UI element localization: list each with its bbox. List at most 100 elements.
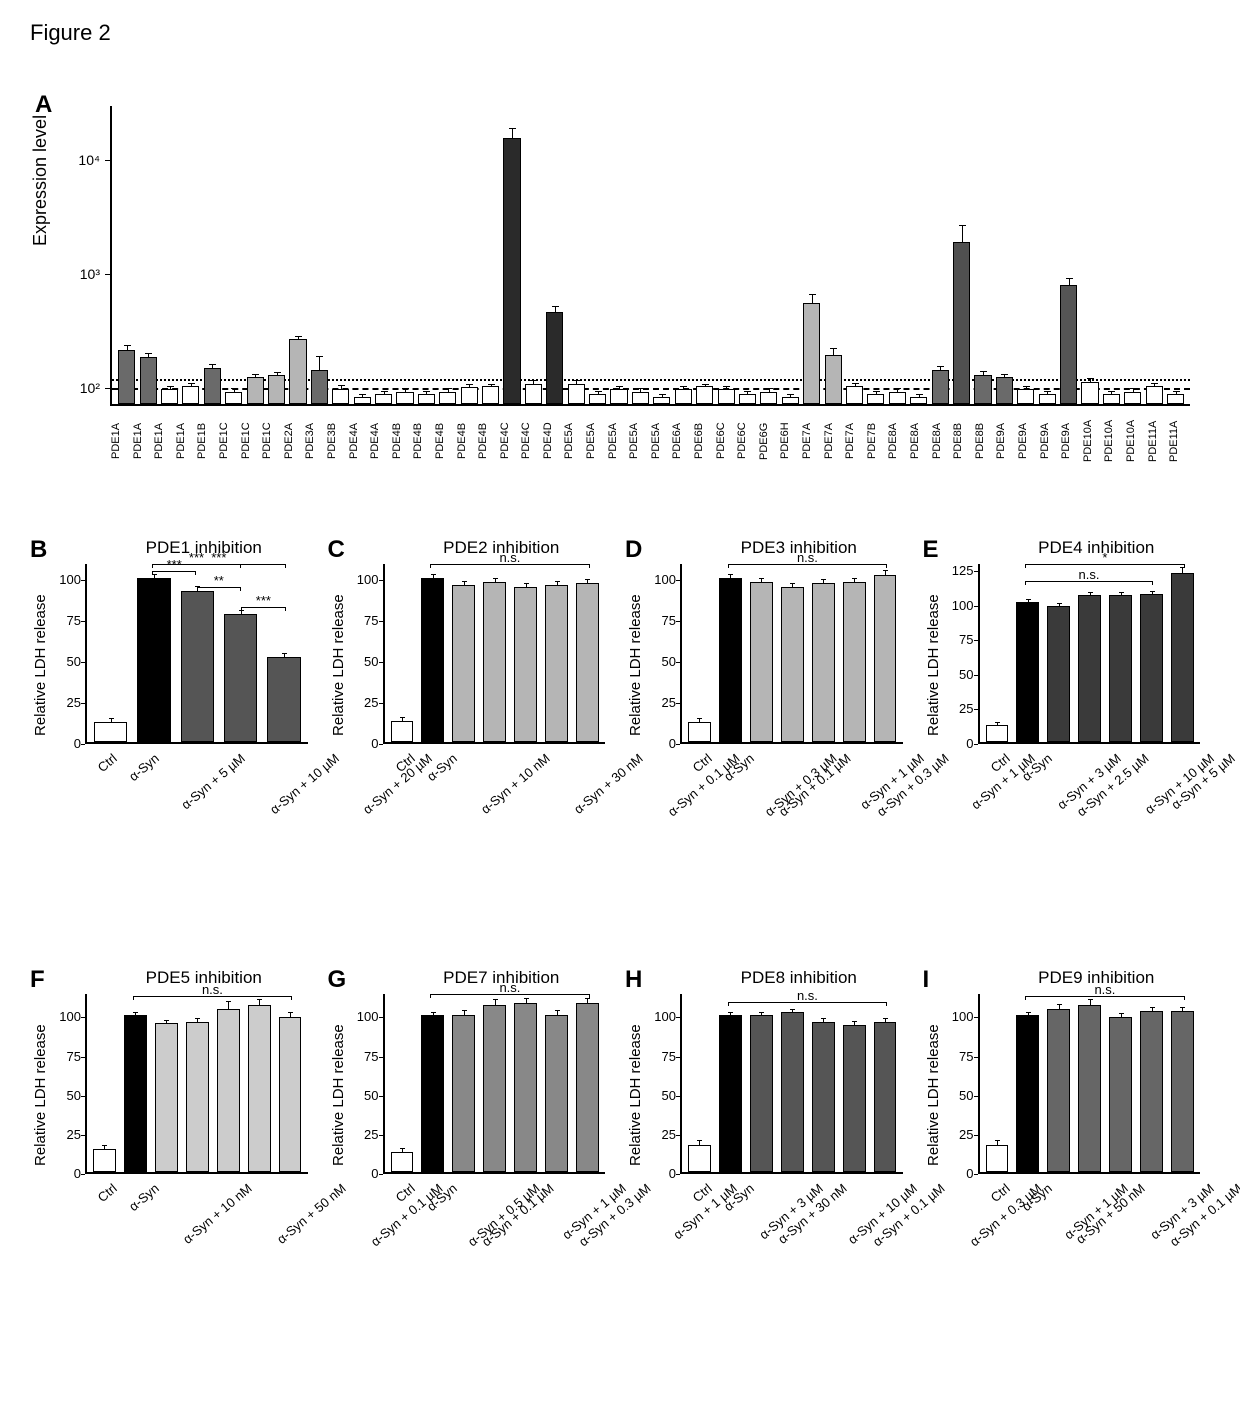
panel-chart <box>680 564 903 744</box>
panel-ytick: 0 <box>55 736 81 751</box>
panel-a-bar <box>182 386 199 404</box>
panel-a-ytick: 10³ <box>60 266 100 282</box>
panel-a: A Expression level 10²10³10⁴ PDE1APDE1AP… <box>40 86 1200 506</box>
panel-bar <box>391 1152 414 1172</box>
panel-c: CPDE2 inhibitionRelative LDH release0255… <box>328 536 616 956</box>
panel-a-xlabel: PDE7B <box>866 411 888 471</box>
panel-a-xlabel: PDE1A <box>110 411 132 471</box>
panel-a-bar <box>396 392 413 404</box>
panel-ytick: 50 <box>353 654 379 669</box>
panel-bar <box>843 1025 866 1172</box>
panel-bar <box>267 657 300 742</box>
panel-a-xlabel: PDE9A <box>1039 411 1061 471</box>
panel-a-xlabel: PDE4B <box>412 411 434 471</box>
panel-a-bar <box>1081 382 1098 404</box>
panel-a-xlabel: PDE4A <box>369 411 391 471</box>
panel-bar <box>93 1149 116 1172</box>
panel-ytick: 75 <box>948 632 974 647</box>
panel-ytick: 0 <box>650 736 676 751</box>
panel-a-xlabel: PDE10A <box>1103 411 1125 471</box>
panel-a-xlabel: PDE1C <box>261 411 283 471</box>
panel-label: G <box>328 966 347 994</box>
panel-ytick: 0 <box>353 736 379 751</box>
panel-a-xlabel: PDE11A <box>1168 411 1190 471</box>
panel-a-bar <box>1124 392 1141 404</box>
panel-a-bar <box>1167 394 1184 404</box>
panel-a-bar <box>140 357 157 404</box>
panel-label: H <box>625 966 642 994</box>
panel-a-bar <box>696 386 713 404</box>
panel-ytick: 100 <box>353 572 379 587</box>
panel-a-xlabel: PDE1C <box>240 411 262 471</box>
panel-ytick: 75 <box>353 1049 379 1064</box>
panel-bar <box>514 1003 537 1172</box>
panel-a-xlabel: PDE6A <box>671 411 693 471</box>
panel-ytick: 25 <box>650 695 676 710</box>
panel-bar <box>452 585 475 742</box>
panel-bar <box>688 1145 711 1172</box>
panel-chart <box>383 564 606 744</box>
panel-a-xlabel: PDE4B <box>391 411 413 471</box>
panel-a-xlabel: PDE1A <box>175 411 197 471</box>
panel-a-xlabel: PDE7A <box>801 411 823 471</box>
panel-title: PDE8 inhibition <box>685 968 913 988</box>
panel-a-bar <box>268 375 285 404</box>
panel-ytick: 50 <box>55 1088 81 1103</box>
panel-chart <box>85 564 308 744</box>
panel-ytick: 100 <box>948 1009 974 1024</box>
panel-ylabel: Relative LDH release <box>32 1024 49 1166</box>
panel-ytick: 25 <box>353 695 379 710</box>
sig-label: n.s. <box>1069 567 1109 582</box>
panel-bar <box>545 585 568 742</box>
panel-a-bar <box>118 350 135 404</box>
panel-bar <box>719 1015 742 1172</box>
panel-bar <box>812 1022 835 1172</box>
panel-a-xlabel: PDE1B <box>196 411 218 471</box>
panel-ytick: 100 <box>55 572 81 587</box>
panel-a-bar <box>332 389 349 404</box>
panel-b: BPDE1 inhibitionRelative LDH release0255… <box>30 536 318 956</box>
panel-e: EPDE4 inhibitionRelative LDH release0255… <box>923 536 1211 956</box>
panel-ytick: 50 <box>948 1088 974 1103</box>
sig-label: n.s. <box>490 980 530 995</box>
panel-a-xlabel: PDE3A <box>304 411 326 471</box>
panel-ytick: 0 <box>948 736 974 751</box>
panel-d: DPDE3 inhibitionRelative LDH release0255… <box>625 536 913 956</box>
panel-ytick: 50 <box>353 1088 379 1103</box>
panel-ytick: 50 <box>55 654 81 669</box>
panel-bar <box>124 1015 147 1172</box>
panel-chart <box>680 994 903 1174</box>
panel-ytick: 50 <box>650 654 676 669</box>
panel-bar <box>688 722 711 742</box>
panel-ytick: 25 <box>353 1127 379 1142</box>
panel-ylabel: Relative LDH release <box>627 594 644 736</box>
panel-ylabel: Relative LDH release <box>627 1024 644 1166</box>
panel-a-xlabel: PDE4B <box>456 411 478 471</box>
sig-label: n.s. <box>1085 982 1125 997</box>
panel-ytick: 0 <box>353 1166 379 1181</box>
sig-label: n.s. <box>192 982 232 997</box>
panel-a-xlabel: PDE4C <box>499 411 521 471</box>
panel-bar <box>812 583 835 742</box>
panel-g: GPDE7 inhibitionRelative LDH release0255… <box>328 966 616 1386</box>
panel-a-xlabel: PDE1A <box>153 411 175 471</box>
panel-bar <box>1171 1011 1194 1172</box>
panel-bar <box>781 587 804 742</box>
panel-a-xlabel: PDE6C <box>736 411 758 471</box>
panel-a-xlabel: PDE6G <box>758 411 780 471</box>
panel-a-xlabel: PDE1C <box>218 411 240 471</box>
panel-a-bar <box>675 389 692 404</box>
panel-a-bar <box>718 389 735 404</box>
panel-a-bar <box>825 355 842 404</box>
panel-bar <box>137 578 170 742</box>
panel-a-xlabel: PDE4B <box>477 411 499 471</box>
panel-a-bar <box>1060 285 1077 404</box>
panel-a-bar <box>418 394 435 404</box>
panel-ytick: 0 <box>55 1166 81 1181</box>
panel-a-bar <box>225 392 242 404</box>
panel-a-xlabel: PDE10A <box>1125 411 1147 471</box>
panel-a-xlabel: PDE8A <box>887 411 909 471</box>
panel-label: C <box>328 536 345 564</box>
panel-bar <box>514 587 537 742</box>
panel-bar <box>483 1005 506 1172</box>
